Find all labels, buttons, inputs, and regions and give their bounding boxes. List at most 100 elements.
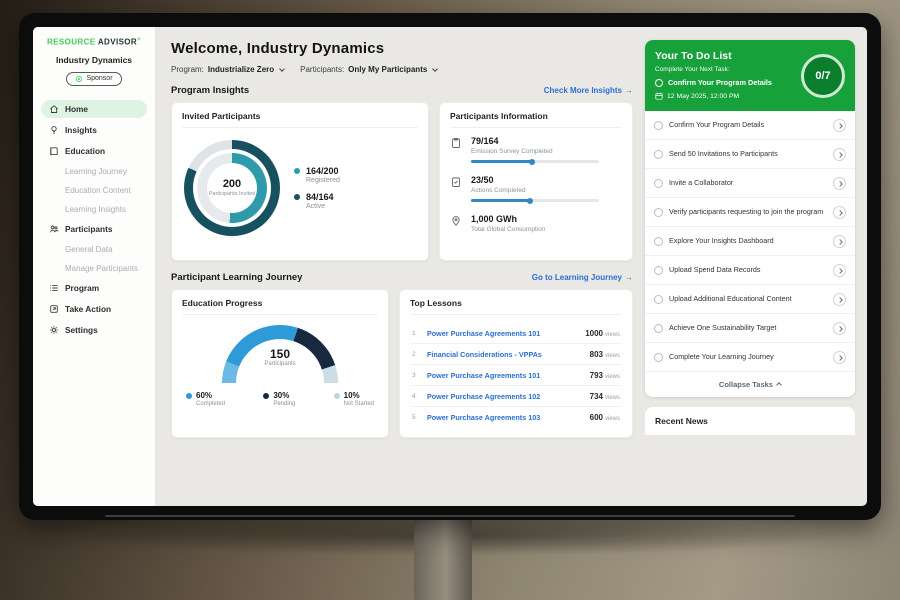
info-row: 1,000 GWh Total Global Consumption [450, 214, 622, 238]
sidebar-item-settings[interactable]: Settings [41, 321, 147, 339]
todo-panel: Your To Do List Complete Your Next Task:… [645, 27, 867, 506]
legend-item: 164/200 Registered [294, 166, 340, 184]
lesson-link: Power Purchase Agreements 101 [427, 370, 541, 380]
checkbox-circle-icon[interactable] [655, 78, 663, 87]
sidebar-item-insights[interactable]: Insights [41, 121, 147, 139]
check-more-insights-link[interactable]: Check More Insights → [543, 86, 633, 95]
todo-title: Your To Do List [655, 50, 732, 62]
main-content: Welcome, Industry Dynamics Program: Indu… [155, 27, 645, 506]
progress-bar [471, 197, 599, 204]
gauge-legend: 60% Completed 30% Pending 10% [182, 389, 378, 407]
filter-bar: Program: Industrialize Zero Participants… [171, 65, 633, 74]
page-title: Welcome, Industry Dynamics [171, 40, 385, 57]
clipboard-icon [450, 137, 462, 149]
people-icon [49, 224, 59, 234]
lesson-row[interactable]: 4 Power Purchase Agreements 102 734 views [410, 386, 622, 407]
task-row[interactable]: Verify participants requesting to join t… [645, 198, 855, 227]
sidebar-item-manage-participants[interactable]: Manage Participants [41, 260, 147, 277]
task-row[interactable]: Complete Your Learning Journey [645, 343, 855, 372]
card-title: Top Lessons [410, 298, 622, 315]
chevron-right-icon[interactable] [833, 234, 846, 248]
checkbox-circle-icon[interactable] [654, 207, 663, 217]
lesson-row[interactable]: 2 Financial Considerations - VPPAs 803 vi… [410, 344, 622, 365]
sidebar: RESOURCE ADVISOR+ Industry Dynamics Spon… [33, 27, 155, 506]
sponsor-icon [76, 75, 83, 82]
chevron-right-icon[interactable] [833, 292, 846, 306]
gear-icon [49, 325, 59, 335]
legend-dot [294, 194, 300, 200]
sidebar-item-learning-insights[interactable]: Learning Insights [41, 201, 147, 218]
sidebar-item-participants[interactable]: Participants [41, 220, 147, 238]
sponsor-badge[interactable]: Sponsor [66, 71, 122, 86]
todo-next-task[interactable]: Confirm Your Program Details [655, 78, 795, 87]
sidebar-item-label: General Data [65, 244, 113, 254]
donut-center-value: 200 [222, 178, 242, 191]
info-row: 79/164 Emission Survey Completed [450, 136, 622, 165]
sidebar-item-label: Take Action [65, 303, 112, 314]
sidebar-item-program[interactable]: Program [41, 279, 147, 297]
top-lessons-card: Top Lessons 1 Power Purchase Agreements … [399, 289, 633, 438]
arrow-right-icon: → [625, 273, 633, 282]
participants-dropdown[interactable]: Participants: Only My Participants [300, 65, 439, 74]
checkbox-circle-icon[interactable] [654, 265, 663, 275]
recent-news-header: Recent News [645, 407, 855, 435]
checkbox-circle-icon[interactable] [654, 120, 663, 130]
task-row[interactable]: Invite a Collaborator [645, 169, 855, 198]
sidebar-item-label: Participants [65, 223, 113, 234]
chevron-right-icon[interactable] [833, 263, 846, 277]
logo-advisor: ADVISOR [97, 37, 138, 47]
legend-dot [263, 393, 270, 399]
sidebar-item-education-content[interactable]: Education Content [41, 182, 147, 199]
sponsor-label: Sponsor [86, 75, 113, 83]
participants-value: Only My Participants [348, 65, 428, 74]
sidebar-item-label: Education Content [65, 185, 131, 195]
chevron-right-icon[interactable] [833, 118, 846, 132]
sidebar-menu: Home Insights Education Learning Journey [41, 99, 147, 339]
go-to-learning-journey-link[interactable]: Go to Learning Journey → [531, 273, 633, 282]
chevron-right-icon[interactable] [833, 176, 846, 190]
sidebar-item-education[interactable]: Education [41, 142, 147, 160]
chevron-right-icon[interactable] [833, 321, 846, 335]
task-row[interactable]: Achieve One Sustainability Target [645, 314, 855, 343]
task-row[interactable]: Confirm Your Program Details [645, 111, 855, 140]
program-dropdown[interactable]: Program: Industrialize Zero [171, 65, 285, 74]
lesson-row[interactable]: 5 Power Purchase Agreements 103 600 views [412, 412, 620, 422]
card-title: Invited Participants [182, 111, 418, 128]
org-name: Industry Dynamics [55, 54, 133, 65]
sidebar-item-label: Learning Journey [65, 166, 127, 176]
checkbox-circle-icon[interactable] [654, 236, 663, 246]
sidebar-item-home[interactable]: Home [41, 99, 147, 118]
checkbox-circle-icon[interactable] [654, 149, 663, 159]
gauge-center-label: Participants [264, 361, 296, 367]
task-row[interactable]: Upload Additional Educational Content [645, 285, 855, 314]
collapse-tasks-link[interactable]: Collapse Tasks [645, 372, 855, 397]
sidebar-item-label: Learning Insights [65, 204, 126, 214]
sidebar-item-label: Education [65, 145, 106, 156]
task-row[interactable]: Send 50 Invitations to Participants [645, 140, 855, 169]
legend-item: 10% Not Started [333, 391, 374, 407]
sidebar-item-general-data[interactable]: General Data [41, 241, 147, 258]
checkbox-circle-icon[interactable] [654, 294, 663, 304]
lesson-link: Financial Considerations - VPPAs [427, 349, 542, 359]
lesson-row[interactable]: 3 Power Purchase Agreements 101 793 views [410, 365, 622, 386]
chevron-right-icon[interactable] [833, 147, 846, 161]
chevron-right-icon[interactable] [833, 205, 846, 219]
participants-label: Participants: [300, 65, 345, 74]
checkbox-circle-icon[interactable] [654, 323, 663, 333]
legend-item: 30% Pending [263, 391, 295, 407]
checkbox-circle-icon[interactable] [654, 178, 663, 188]
checkbox-circle-icon[interactable] [654, 352, 663, 362]
education-progress-card: Education Progress 150 Participants [171, 289, 389, 438]
section-title-learning-journey: Participant Learning Journey [171, 272, 303, 283]
legend-dot [294, 168, 300, 174]
task-row[interactable]: Upload Spend Data Records [645, 256, 855, 285]
sidebar-item-take-action[interactable]: Take Action [41, 300, 147, 318]
task-row[interactable]: Explore Your Insights Dashboard [645, 227, 855, 256]
lesson-row[interactable]: 1 Power Purchase Agreements 101 1000 view… [410, 323, 622, 344]
legend-item: 60% Completed [186, 391, 225, 407]
action-icon [49, 304, 59, 314]
chevron-right-icon[interactable] [833, 350, 846, 364]
education-gauge-chart: 150 Participants [222, 325, 338, 383]
sidebar-item-learning-journey[interactable]: Learning Journey [41, 163, 147, 180]
participants-information-card: Participants Information 79/164 Emission… [439, 102, 633, 261]
